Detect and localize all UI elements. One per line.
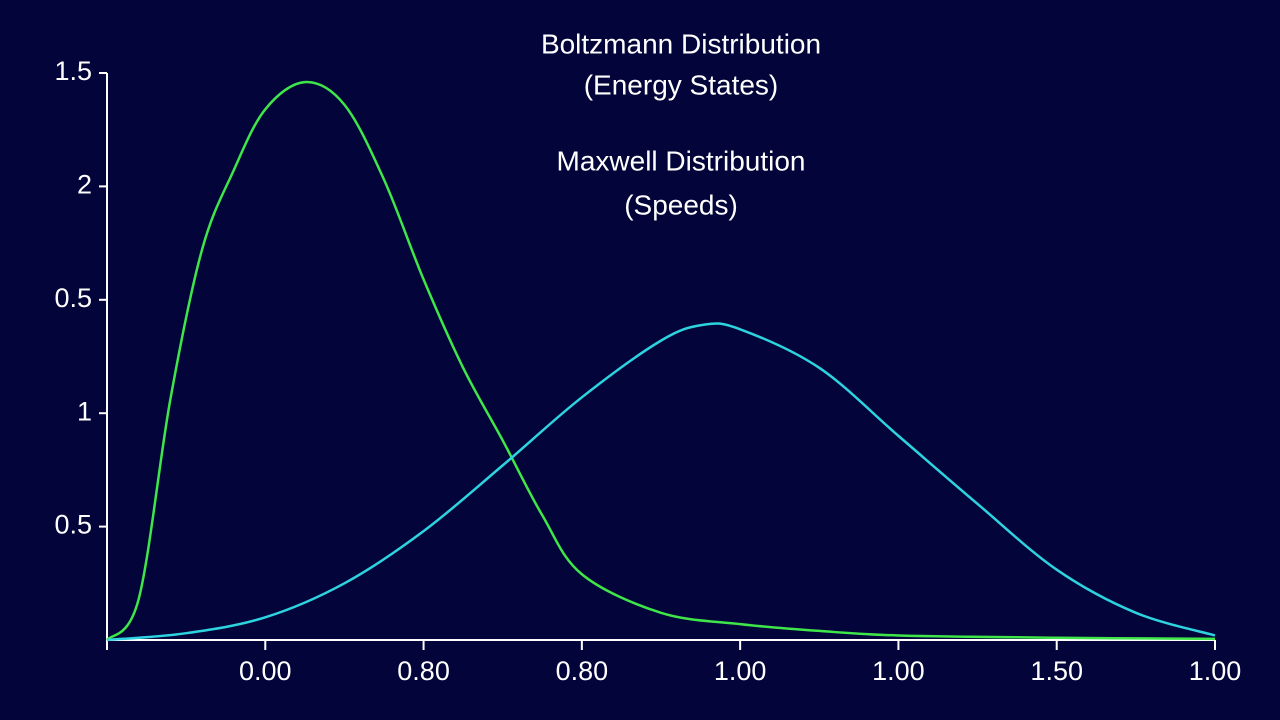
x-tick-label: 1.00 <box>1189 656 1242 686</box>
x-tick-label: 0.80 <box>556 656 609 686</box>
x-tick-label: 1.00 <box>714 656 767 686</box>
x-tick-label: 1.50 <box>1030 656 1083 686</box>
y-tick-label: 1.5 <box>54 56 92 86</box>
annotation: Boltzmann Distribution <box>541 28 821 59</box>
curve <box>106 80 1216 641</box>
x-tick-label: 1.00 <box>872 656 925 686</box>
y-tick-label: 0.5 <box>54 510 92 540</box>
annotation: (Energy States) <box>584 69 779 100</box>
y-tick-label: 1 <box>77 396 92 426</box>
x-tick-label: 0.80 <box>397 656 450 686</box>
annotation: Maxwell Distribution <box>557 145 806 176</box>
curve <box>106 322 1216 642</box>
y-tick-label: 0.5 <box>54 283 92 313</box>
annotation: (Speeds) <box>624 189 738 220</box>
y-tick-label: 2 <box>77 170 92 200</box>
x-tick-label: 0.00 <box>239 656 292 686</box>
